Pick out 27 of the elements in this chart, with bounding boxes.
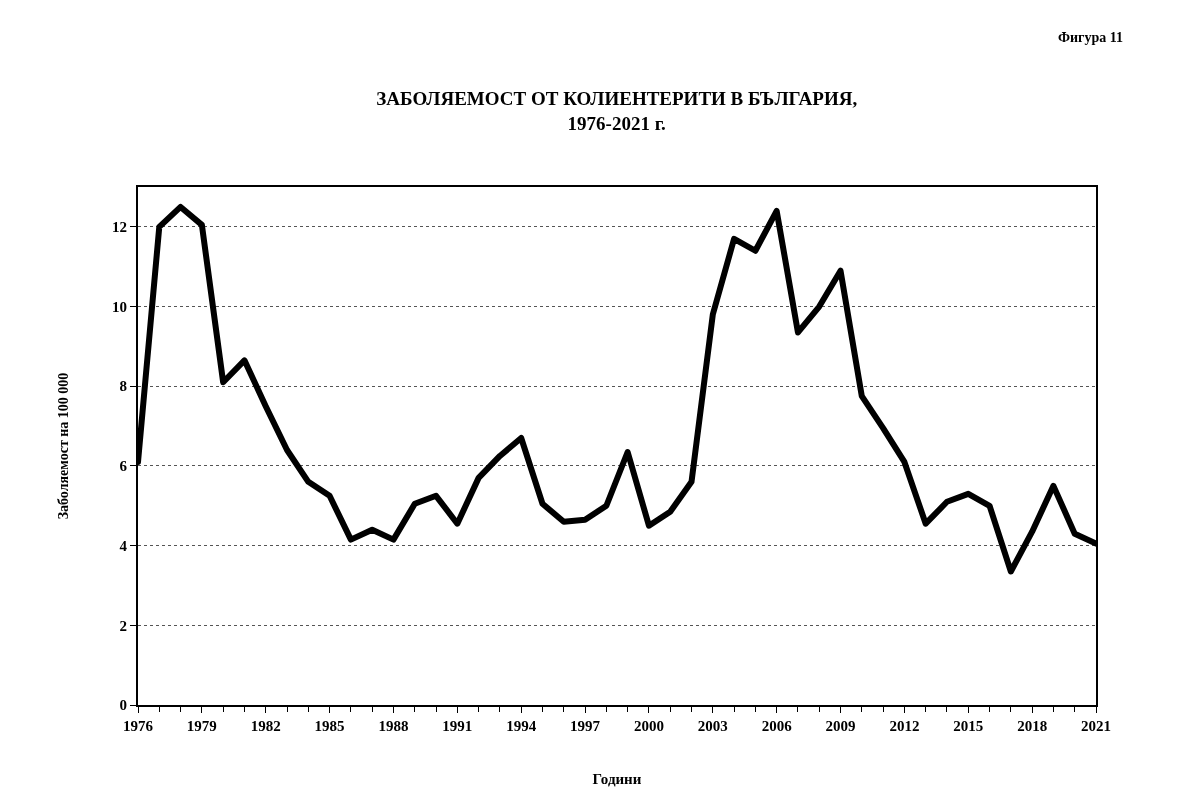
text: Фигура 11 bbox=[1058, 30, 1123, 45]
x-tick-label: 1979 bbox=[186, 718, 217, 734]
x-tick-label: 1997 bbox=[570, 718, 601, 734]
y-tick-label: 2 bbox=[119, 617, 127, 634]
x-tick-label: 2015 bbox=[953, 718, 984, 734]
y-tick-label: 4 bbox=[119, 537, 128, 554]
x-tick-label: 2018 bbox=[1017, 718, 1048, 734]
y-tick-label: 10 bbox=[112, 298, 127, 315]
x-tick-label: 2009 bbox=[825, 718, 856, 734]
chart-title: ЗАБОЛЯЕМОСТ ОТ КОЛИЕНТЕРИТИ В БЪЛГАРИЯ, 1976-2021 г. bbox=[376, 87, 858, 134]
y-tick-label: 8 bbox=[119, 378, 127, 395]
y-axis-title: Заболяемост на 100 000 bbox=[56, 372, 72, 520]
y-tick-label: 6 bbox=[119, 458, 128, 475]
x-tick-label: 2021 bbox=[1081, 718, 1111, 734]
x-tick-label: 2012 bbox=[889, 718, 920, 734]
x-tick-label: 1976 bbox=[123, 718, 154, 734]
x-tick-label: 1985 bbox=[314, 718, 345, 734]
x-tick-label: 2000 bbox=[633, 718, 664, 734]
x-axis-title: Години bbox=[592, 770, 642, 787]
x-tick-label: 1991 bbox=[442, 718, 473, 734]
x-tick-label: 1988 bbox=[378, 718, 409, 734]
x-tick-label: 2003 bbox=[697, 718, 728, 734]
y-tick-label: 0 bbox=[119, 697, 127, 714]
y-tick-label: 12 bbox=[112, 219, 127, 236]
x-tick-label: 2006 bbox=[761, 718, 793, 734]
x-tick-label: 1982 bbox=[250, 718, 281, 734]
x-tick-label: 1994 bbox=[506, 718, 537, 734]
